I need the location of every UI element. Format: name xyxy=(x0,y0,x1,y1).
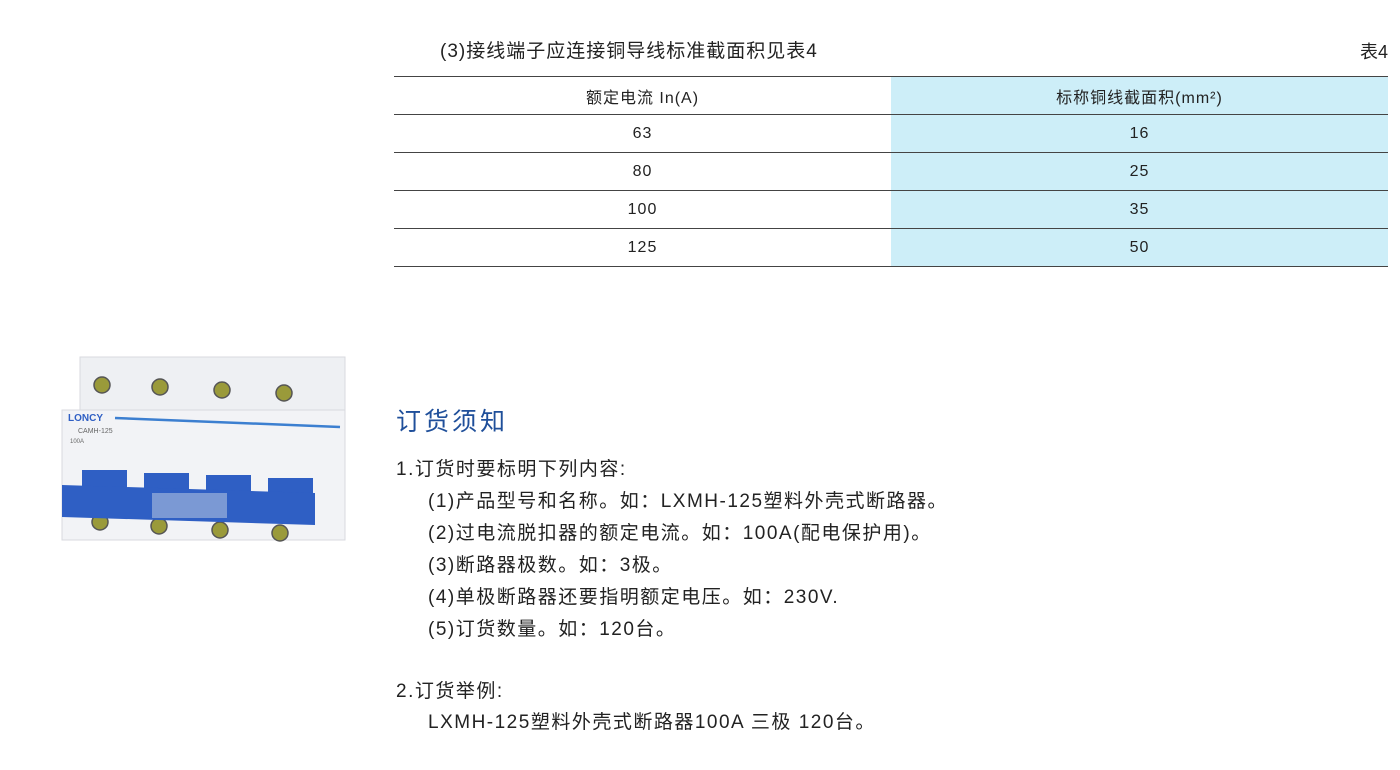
svg-text:100A: 100A xyxy=(70,439,84,445)
table-row: 63 16 xyxy=(394,114,1388,153)
cell-current: 125 xyxy=(394,228,891,267)
cell-current: 100 xyxy=(394,190,891,229)
cell-section: 50 xyxy=(891,228,1388,267)
table-row: 100 35 xyxy=(394,190,1388,229)
ordering-subitem: (1)产品型号和名称。如：LXMH-125塑料外壳式断路器。 xyxy=(428,491,949,512)
table-header-row: 额定电流 In(A) 标称铜线截面积(mm²) xyxy=(394,76,1388,115)
cell-section: 25 xyxy=(891,152,1388,191)
header-rated-current: 额定电流 In(A) xyxy=(394,76,891,115)
cell-section: 16 xyxy=(891,114,1388,153)
ordering-subitem: (4)单极断路器还要指明额定电压。如：230V. xyxy=(428,587,840,608)
circuit-breaker-image: LONCY CAMH-125 100A xyxy=(61,356,346,542)
cell-current: 63 xyxy=(394,114,891,153)
wire-section-table: 额定电流 In(A) 标称铜线截面积(mm²) 63 16 80 25 100 35 1… xyxy=(394,76,1388,267)
ordering-subitem: (2)过电流脱扣器的额定电流。如：100A(配电保护用)。 xyxy=(428,523,932,544)
cell-current: 80 xyxy=(394,152,891,191)
ordering-item-1: 1.订货时要标明下列内容: xyxy=(396,459,627,480)
ordering-item-2: 2.订货举例: xyxy=(396,681,504,702)
ordering-example: LXMH-125塑料外壳式断路器100A 三极 120台。 xyxy=(428,712,876,733)
ordering-subitem: (3)断路器极数。如：3极。 xyxy=(428,555,673,576)
ordering-subitem: (5)订货数量。如：120台。 xyxy=(428,619,677,640)
header-wire-section: 标称铜线截面积(mm²) xyxy=(891,76,1388,115)
svg-text:CAMH-125: CAMH-125 xyxy=(78,428,113,435)
table-row: 125 50 xyxy=(394,228,1388,267)
table-number: 表4 xyxy=(1359,42,1388,62)
ordering-heading: 订货须知 xyxy=(396,408,509,436)
cell-section: 35 xyxy=(891,190,1388,229)
table-caption: (3)接线端子应连接铜导线标准截面积见表4 xyxy=(440,41,818,62)
table-row: 80 25 xyxy=(394,152,1388,191)
brand-logo: LONCY xyxy=(68,413,103,424)
